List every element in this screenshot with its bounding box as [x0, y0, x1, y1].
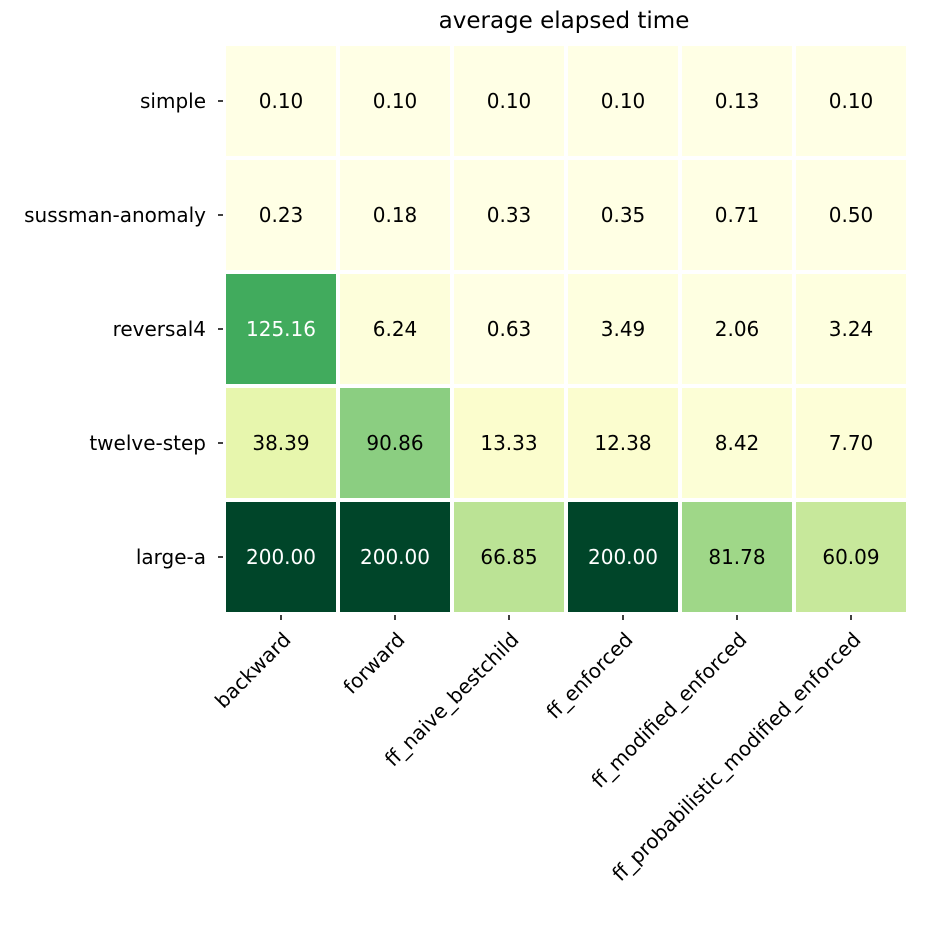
heatmap-cell: [568, 388, 678, 498]
heatmap-cell: [682, 160, 792, 270]
chart-title: average elapsed time: [439, 8, 690, 34]
heatmap-cell: [796, 502, 906, 612]
heatmap-cell: [454, 502, 564, 612]
heatmap-cell: [226, 388, 336, 498]
cell-value-label: 0.63: [487, 317, 532, 341]
cell-value-label: 200.00: [360, 545, 430, 569]
cell-value-label: 0.10: [829, 89, 874, 113]
cell-value-label: 2.06: [715, 317, 760, 341]
cell-value-label: 3.49: [601, 317, 646, 341]
heatmap-cell: [454, 274, 564, 384]
heatmap-cell: [682, 46, 792, 156]
cell-value-label: 0.35: [601, 203, 646, 227]
heatmap-cell: [454, 46, 564, 156]
heatmap-cell: [454, 160, 564, 270]
heatmap-cells: 0.10 0.10 0.10 0.10 0.13 0.10 0.23 0.18 0.33 0.35…: [226, 46, 906, 612]
x-tick-label: forward: [338, 628, 409, 699]
heatmap-cell: [682, 502, 792, 612]
y-tick-label: reversal4: [113, 317, 206, 341]
cell-value-label: 0.10: [259, 89, 304, 113]
y-tick-label: sussman-anomaly: [24, 203, 206, 227]
cell-value-label: 6.24: [373, 317, 418, 341]
cell-value-label: 125.16: [246, 317, 316, 341]
cell-value-label: 12.38: [594, 431, 651, 455]
heatmap-cell: [682, 388, 792, 498]
cell-value-label: 3.24: [829, 317, 874, 341]
cell-value-label: 0.23: [259, 203, 304, 227]
heatmap-cell: [568, 46, 678, 156]
heatmap-cell: [340, 502, 450, 612]
y-axis: simple sussman-anomaly reversal4 twelve-ste…: [24, 89, 223, 569]
cell-value-label: 13.33: [480, 431, 537, 455]
cell-value-label: 66.85: [480, 545, 537, 569]
cell-value-label: 0.10: [487, 89, 532, 113]
cell-value-label: 0.50: [829, 203, 874, 227]
cell-value-label: 200.00: [246, 545, 316, 569]
x-tick-label: ff_probabilistic_modified_enforced: [607, 628, 865, 886]
cell-value-label: 0.13: [715, 89, 760, 113]
heatmap-cell: [340, 160, 450, 270]
heatmap-cell: [568, 274, 678, 384]
heatmap-cell: [796, 160, 906, 270]
cell-value-label: 0.18: [373, 203, 418, 227]
heatmap-cell: [340, 274, 450, 384]
heatmap-cell: [796, 388, 906, 498]
cell-value-label: 8.42: [715, 431, 760, 455]
cell-value-label: 81.78: [708, 545, 765, 569]
cell-value-label: 200.00: [588, 545, 658, 569]
heatmap-cell: [226, 160, 336, 270]
heatmap-cell: [454, 388, 564, 498]
y-tick-label: twelve-step: [89, 431, 206, 455]
cell-value-label: 38.39: [252, 431, 309, 455]
heatmap-cell: [226, 46, 336, 156]
heatmap-cell: [796, 46, 906, 156]
cell-value-label: 90.86: [366, 431, 423, 455]
heatmap-cell: [340, 388, 450, 498]
cell-value-label: 60.09: [822, 545, 879, 569]
heatmap-cell: [340, 46, 450, 156]
x-tick-label: backward: [210, 628, 295, 713]
x-tick-label: ff_enforced: [541, 628, 637, 724]
heatmap-cell: [568, 502, 678, 612]
cell-value-label: 7.70: [829, 431, 874, 455]
heatmap-cell: [682, 274, 792, 384]
cell-value-label: 0.33: [487, 203, 532, 227]
cell-value-label: 0.10: [373, 89, 418, 113]
heatmap-cell: [226, 502, 336, 612]
heatmap-cell: [796, 274, 906, 384]
y-tick-label: large-a: [136, 545, 206, 569]
cell-value-label: 0.10: [601, 89, 646, 113]
y-tick-label: simple: [140, 89, 206, 113]
heatmap-cell: [226, 274, 336, 384]
cell-value-label: 0.71: [715, 203, 760, 227]
heatmap-cell: [568, 160, 678, 270]
